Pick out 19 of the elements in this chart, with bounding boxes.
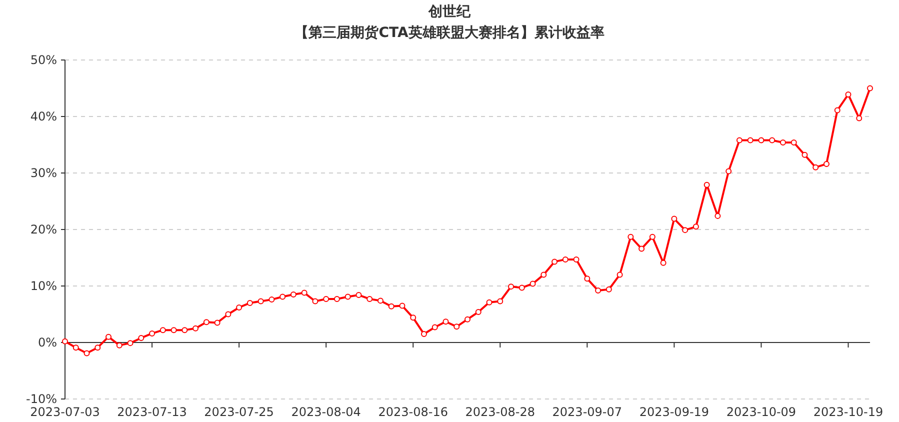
x-tick-label: 2023-08-04 — [291, 405, 361, 419]
y-tick-label: 10% — [30, 279, 57, 293]
y-tick-label: 0% — [38, 336, 57, 350]
y-tick-label: 20% — [30, 222, 57, 236]
y-tick-label: 40% — [30, 110, 57, 124]
x-tick-label: 2023-09-19 — [639, 405, 710, 419]
y-tick-label: 30% — [30, 166, 57, 180]
x-tick-label: 2023-07-03 — [30, 405, 100, 419]
y-tick-label: -10% — [26, 392, 57, 406]
x-tick-label: 2023-07-13 — [117, 405, 187, 419]
x-tick-label: 2023-10-19 — [813, 405, 884, 419]
x-tick-label: 2023-08-28 — [465, 405, 536, 419]
chart-title: 创世纪 — [428, 4, 472, 20]
chart-subtitle: 【第三届期货CTA英雄联盟大赛排名】累计收益率 — [294, 24, 604, 41]
x-tick-label: 2023-10-09 — [726, 405, 796, 419]
x-tick-label: 2023-07-25 — [204, 405, 274, 419]
x-tick-label: 2023-09-07 — [552, 405, 622, 419]
y-tick-label: 50% — [30, 53, 57, 67]
x-tick-label: 2023-08-16 — [378, 405, 448, 419]
